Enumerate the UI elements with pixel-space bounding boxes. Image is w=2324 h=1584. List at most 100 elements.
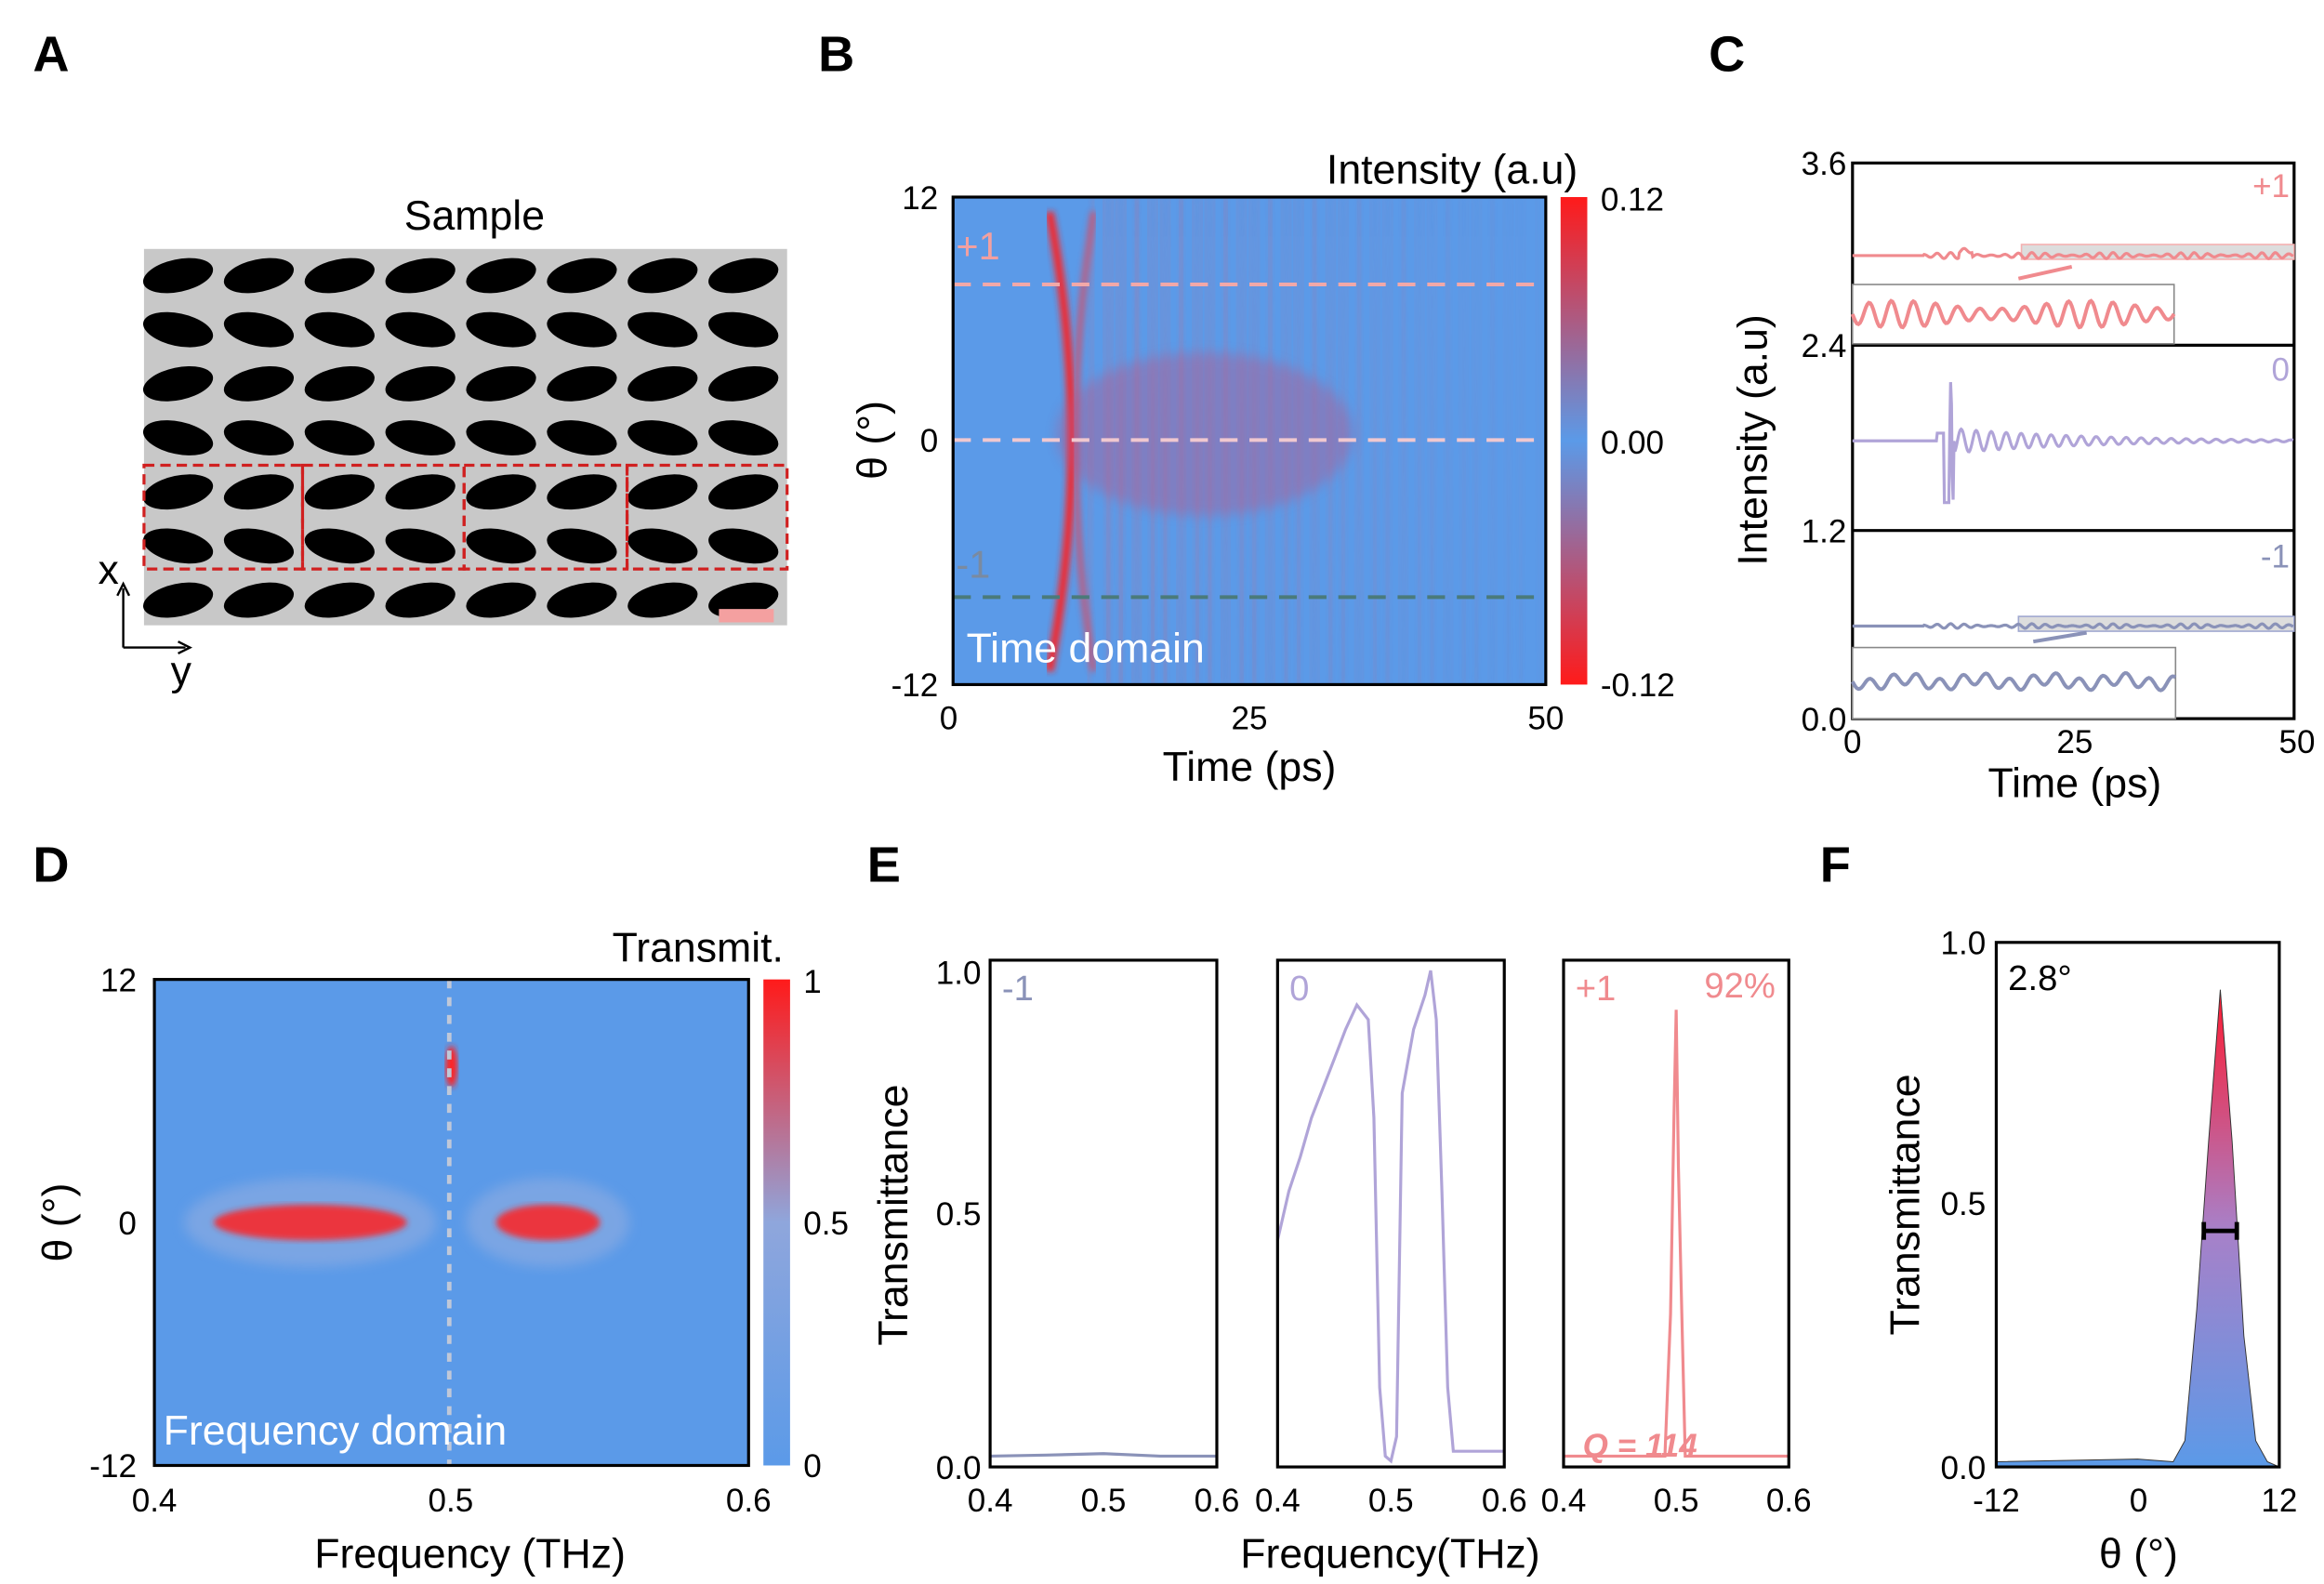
x-tick: 25 (2056, 724, 2093, 760)
y-tick: 3.6 (1802, 146, 1847, 182)
scattered-signal (1056, 352, 1353, 516)
pillar (142, 528, 214, 564)
pillar (708, 365, 779, 402)
panel-label: D (33, 837, 69, 892)
panel-c: C 3.6 2.4 1.2 0.0 0 25 50 Time (ps) Inte… (1709, 27, 2315, 807)
order-label: -1 (1002, 969, 1034, 1009)
y-tick: 2.4 (1802, 328, 1847, 364)
annotation: Time domain (967, 627, 1205, 672)
pillar (466, 474, 536, 510)
colorbar-tick: 1 (803, 964, 822, 1000)
time-traces (1850, 244, 2295, 719)
order-label: 0 (2272, 352, 2291, 389)
panel-f: F 2.8° 1.0 0.5 0.0 -12 0 12 θ (°) Transm… (1820, 837, 2298, 1577)
pillar (547, 311, 617, 348)
x-tick: 0.5 (1654, 1483, 1699, 1519)
pillar (708, 528, 779, 564)
y-tick: 1.0 (1941, 926, 1987, 962)
pillar (627, 474, 698, 510)
pillar (466, 528, 536, 564)
x-tick: 25 (1232, 700, 1268, 736)
y-axis-label: Transmittance (1883, 1074, 1929, 1335)
x-tick: 0 (1843, 724, 1862, 760)
supercell-boxes (142, 463, 789, 571)
pillar (304, 474, 375, 510)
panel-d: D Frequency domain Transmit. 1 0.5 0 12 … (33, 837, 849, 1577)
pillar (223, 365, 295, 402)
pillar (627, 582, 698, 618)
colorbar-tick: 0.00 (1601, 425, 1664, 461)
pillar (547, 474, 617, 510)
pillar (304, 528, 375, 564)
pillar (708, 582, 779, 618)
pillar (627, 257, 698, 294)
subplot-frame (1562, 958, 1790, 1469)
order-label: 0 (1289, 969, 1309, 1009)
pillar (304, 365, 375, 402)
pillar (304, 311, 375, 348)
sample-title: Sample (404, 193, 545, 239)
pillar (223, 257, 295, 294)
x-tick: 0.6 (726, 1483, 772, 1519)
x-axis-label: θ (°) (2099, 1531, 2178, 1577)
y-tick: 0 (920, 423, 939, 459)
pillar (627, 311, 698, 348)
y-axis-label: θ (°) (35, 1183, 81, 1262)
x-tick: 0.5 (1081, 1483, 1127, 1519)
x-axis-label: Time (ps) (1163, 745, 1337, 790)
panel-label: F (1820, 837, 1851, 892)
colorbar-tick: 0.12 (1601, 181, 1664, 218)
heatmap-stripe (1473, 197, 1484, 685)
peak-label: 92% (1704, 966, 1776, 1006)
x-axis-label: Time (ps) (1988, 761, 2162, 807)
x-tick: 0 (2130, 1483, 2148, 1519)
x-tick: 0.6 (1766, 1483, 1812, 1519)
colorbar (1560, 197, 1588, 685)
panel-b: B +1 -1 Time domain Intensity (a.u) 0.12… (818, 27, 1675, 791)
heatmap-stripe (1505, 197, 1515, 685)
x-tick: 0.4 (132, 1483, 178, 1519)
colorbar (763, 979, 790, 1466)
inset-highlight (2017, 615, 2295, 632)
pillar (466, 582, 536, 618)
y-tick: 0.0 (1802, 702, 1847, 738)
panel-label: E (867, 837, 901, 892)
inset-arrow (2017, 264, 2073, 281)
order-label: -1 (956, 543, 990, 587)
pillar (142, 582, 214, 618)
supercell-box (625, 463, 789, 571)
pillar (708, 474, 779, 510)
panel-e: E -1 0.4 0.5 0.6 0 0.4 0.5 0.6 +1 0.4 0.5 0.6 1.0 0… (867, 837, 1812, 1577)
inset-trace-minus1 (1851, 670, 2177, 693)
x-axis-label: Frequency (THz) (314, 1531, 626, 1577)
y-axis-label: θ (°) (851, 401, 896, 480)
heatmap-stripe (1417, 197, 1426, 685)
trace-plus1 (1852, 246, 2294, 260)
y-tick: 0.5 (1941, 1186, 1987, 1222)
y-tick: 12 (902, 180, 938, 217)
panel-label: A (33, 27, 69, 83)
pillar-array (142, 257, 779, 618)
x-tick: 0.4 (968, 1483, 1013, 1519)
pillar (466, 365, 536, 402)
colorbar-tick: 0.5 (803, 1206, 849, 1242)
panel-label: C (1709, 27, 1745, 83)
x-axis-label: Frequency(THz) (1240, 1531, 1539, 1577)
supercell-box (142, 463, 305, 571)
pillar (142, 474, 214, 510)
frequency-heatmap (154, 979, 749, 1466)
heatmap-feature (213, 1204, 407, 1241)
inset-arrow (2032, 630, 2087, 644)
pillar (385, 582, 456, 618)
pillar (627, 528, 698, 564)
spectrum-line (1275, 970, 1505, 1464)
order-label: +1 (2252, 168, 2290, 205)
inset-box (1852, 284, 2175, 345)
y-axis-label: Intensity (a.u) (1730, 314, 1776, 565)
y-tick: -12 (891, 667, 939, 704)
order-label: -1 (2261, 539, 2290, 575)
heatmap-stripe (1353, 197, 1363, 685)
order-label: +1 (956, 224, 999, 268)
x-tick: 12 (2261, 1483, 2297, 1519)
